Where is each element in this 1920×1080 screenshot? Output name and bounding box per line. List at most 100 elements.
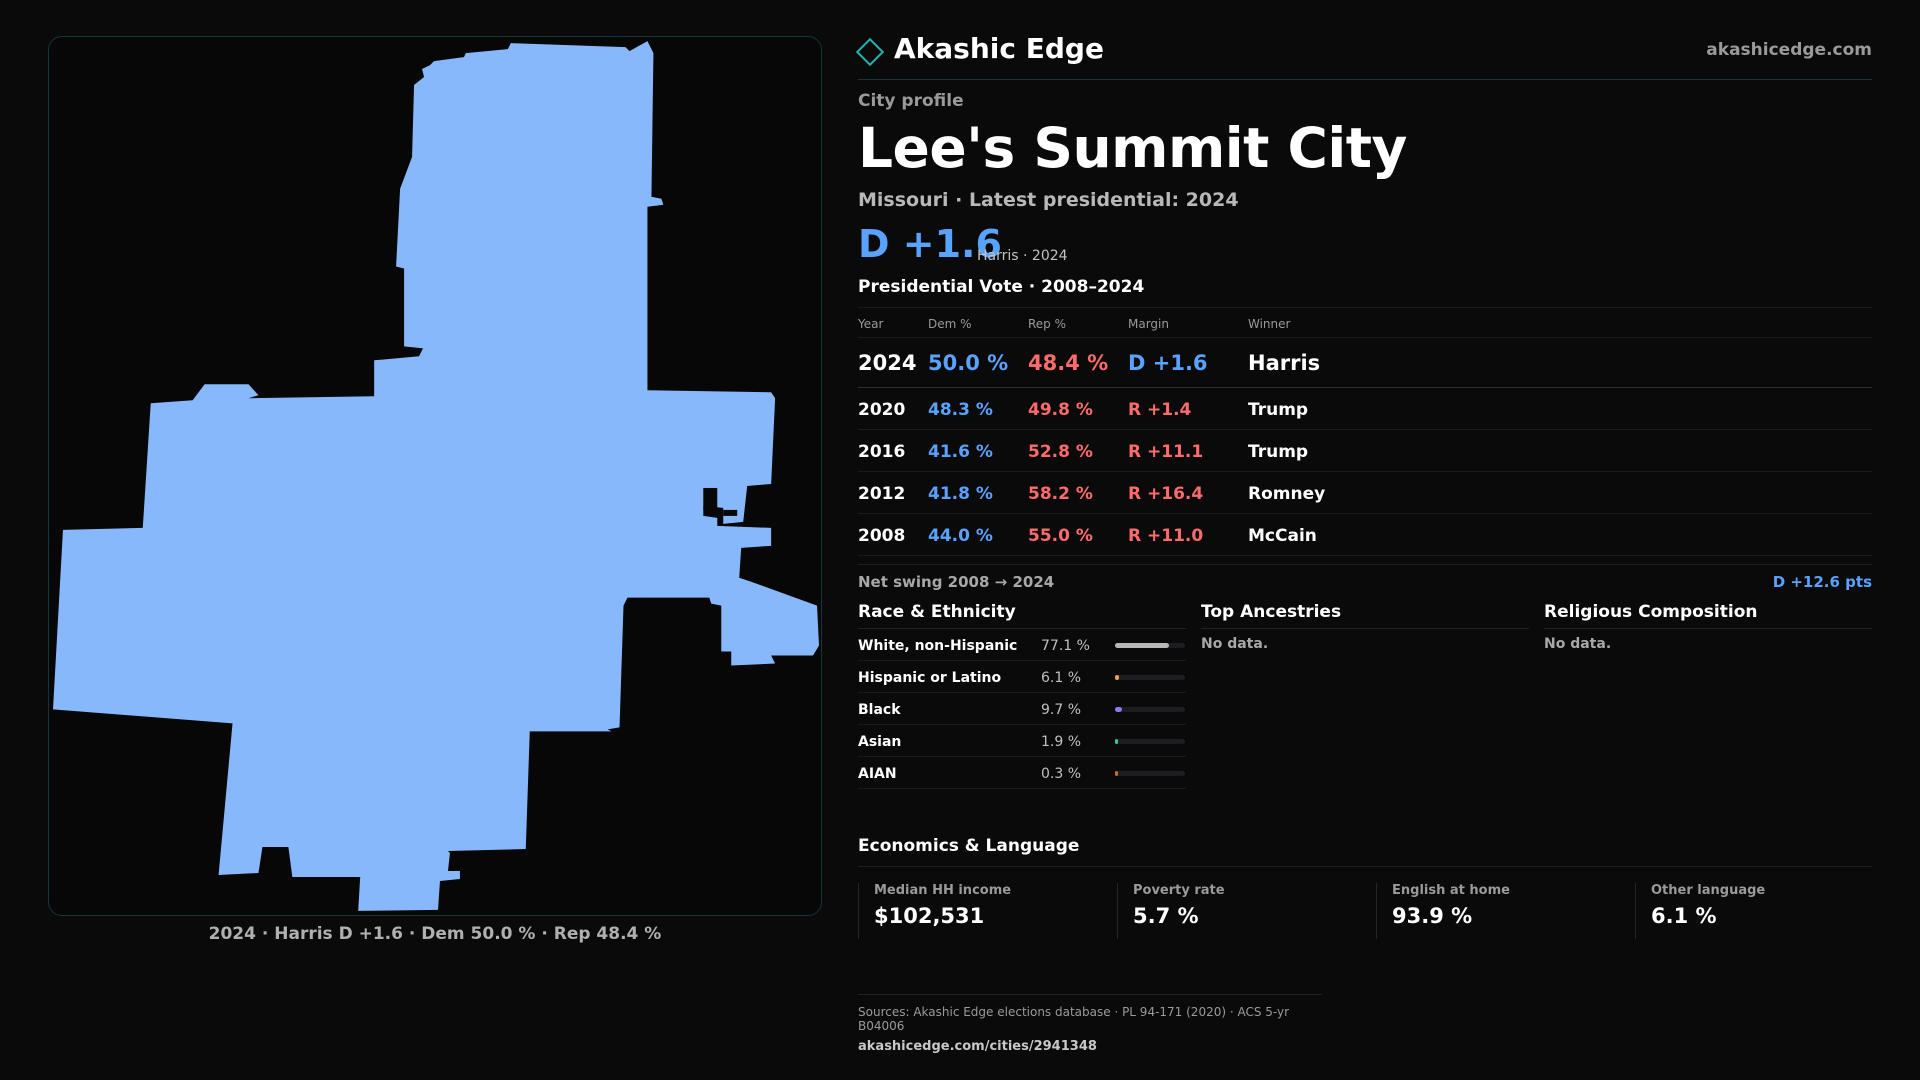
map-enclave [703, 487, 718, 510]
stat-label: Poverty rate [1133, 883, 1225, 898]
brand-header: Akashic Edge akashicedge.com [855, 30, 1872, 80]
cell-winner: Trump [1248, 442, 1309, 462]
map-enclave [723, 509, 738, 516]
cell-dem: 50.0 % [928, 351, 1009, 375]
stat-label: Other language [1651, 883, 1766, 898]
page-kicker: City profile [858, 91, 964, 111]
race-percent: 1.9 % [1041, 734, 1082, 750]
table-row: 2008 44.0 % 55.0 % R +11.0 McCain [858, 514, 1872, 556]
map-caption: 2024 · Harris D +1.6 · Dem 50.0 % · Rep … [208, 924, 662, 944]
page-title: Lee's Summit City [858, 116, 1407, 180]
stat-value: 6.1 % [1651, 904, 1717, 928]
table-row: 2024 50.0 % 48.4 % D +1.6 Harris [858, 338, 1872, 388]
race-bar-fill [1115, 643, 1169, 648]
net-swing-label: Net swing 2008 → 2024 [858, 573, 1055, 591]
cell-year: 2012 [858, 484, 906, 504]
brand-url[interactable]: akashicedge.com [1706, 40, 1872, 60]
stat-median-income: Median HH income $102,531 [858, 883, 1098, 939]
race-label: Hispanic or Latino [858, 670, 1002, 686]
race-bar-fill [1115, 675, 1120, 680]
latest-margin-note: Harris · 2024 [977, 248, 1068, 264]
column-header-winner: Winner [1248, 317, 1291, 331]
cell-rep: 52.8 % [1028, 442, 1093, 462]
column-header-year: Year [858, 317, 884, 331]
religion-section: Religious Composition No data. [1544, 602, 1872, 652]
stat-label: English at home [1392, 883, 1510, 898]
stat-value: $102,531 [874, 904, 985, 928]
race-ethnicity-title: Race & Ethnicity [858, 602, 1186, 629]
race-row: Hispanic or Latino 6.1 % [858, 661, 1186, 693]
sources-text: Sources: Akashic Edge elections database… [858, 1005, 1290, 1033]
race-ethnicity-section: Race & Ethnicity White, non-Hispanic 77.1… [858, 602, 1186, 789]
race-row: AIAN 0.3 % [858, 757, 1186, 789]
page-subtitle: Missouri · Latest presidential: 2024 [858, 189, 1239, 211]
race-label: White, non-Hispanic [858, 638, 1018, 654]
race-label: Black [858, 702, 901, 718]
cell-dem: 41.8 % [928, 484, 993, 504]
cell-winner: Romney [1248, 484, 1326, 504]
cell-winner: Harris [1248, 351, 1321, 375]
cell-rep: 48.4 % [1028, 351, 1109, 375]
table-header: Year Dem % Rep % Margin Winner [858, 307, 1872, 338]
race-label: AIAN [858, 766, 897, 782]
race-bar-track [1115, 675, 1185, 680]
net-swing-value: D +12.6 pts [1772, 573, 1872, 591]
race-bar-fill [1115, 707, 1122, 712]
race-bar-fill [1115, 771, 1118, 776]
stat-value: 5.7 % [1133, 904, 1199, 928]
cell-dem: 48.3 % [928, 400, 993, 420]
cell-rep: 58.2 % [1028, 484, 1093, 504]
cell-dem: 44.0 % [928, 526, 993, 546]
economics-stats: Median HH income $102,531 Poverty rate 5… [858, 866, 1872, 942]
stat-value: 93.9 % [1392, 904, 1473, 928]
race-bar-track [1115, 643, 1185, 648]
stat-other-language: Other language 6.1 % [1635, 883, 1875, 939]
cell-rep: 55.0 % [1028, 526, 1093, 546]
religion-empty: No data. [1544, 636, 1612, 652]
city-boundary-map [52, 41, 820, 911]
race-row: Black 9.7 % [858, 693, 1186, 725]
cell-year: 2020 [858, 400, 906, 420]
race-percent: 9.7 % [1041, 702, 1082, 718]
race-label: Asian [858, 734, 902, 750]
ancestries-section: Top Ancestries No data. [1201, 602, 1529, 652]
stat-poverty-rate: Poverty rate 5.7 % [1117, 883, 1357, 939]
table-row: 2012 41.8 % 58.2 % R +16.4 Romney [858, 472, 1872, 514]
cell-year: 2016 [858, 442, 906, 462]
city-boundary-shape [52, 41, 820, 911]
cell-winner: Trump [1248, 400, 1309, 420]
vote-table-title: Presidential Vote · 2008–2024 [858, 277, 1145, 297]
brand-name: Akashic Edge [894, 32, 1104, 65]
race-percent: 77.1 % [1041, 638, 1090, 654]
cell-dem: 41.6 % [928, 442, 993, 462]
ancestries-title: Top Ancestries [1201, 602, 1529, 629]
cell-margin: R +1.4 [1128, 400, 1192, 420]
stat-label: Median HH income [874, 883, 1012, 898]
cell-margin: R +11.0 [1128, 526, 1204, 546]
net-swing-row: Net swing 2008 → 2024 D +12.6 pts [858, 564, 1872, 594]
stat-english-at-home: English at home 93.9 % [1376, 883, 1616, 939]
cell-margin: D +1.6 [1128, 351, 1208, 375]
column-header-dem: Dem % [928, 317, 972, 331]
source-link[interactable]: akashicedge.com/cities/2941348 [858, 1039, 1097, 1054]
diamond-outline-icon [855, 37, 885, 67]
race-bar-track [1115, 707, 1185, 712]
race-row: White, non-Hispanic 77.1 % [858, 629, 1186, 661]
race-bar-fill [1115, 739, 1118, 744]
religion-title: Religious Composition [1544, 602, 1872, 629]
latest-margin: D +1.6 [858, 222, 1002, 266]
race-percent: 0.3 % [1041, 766, 1082, 782]
table-row: 2020 48.3 % 49.8 % R +1.4 Trump [858, 388, 1872, 430]
sources-footer: Sources: Akashic Edge elections database… [858, 994, 1322, 1054]
cell-year: 2024 [858, 351, 917, 375]
race-bar-track [1115, 739, 1185, 744]
presidential-vote-table: Year Dem % Rep % Margin Winner 2024 50.0… [858, 307, 1872, 556]
race-percent: 6.1 % [1041, 670, 1082, 686]
cell-winner: McCain [1248, 526, 1317, 546]
column-header-rep: Rep % [1028, 317, 1067, 331]
race-row: Asian 1.9 % [858, 725, 1186, 757]
economics-title: Economics & Language [858, 836, 1080, 856]
race-bar-track [1115, 771, 1185, 776]
cell-margin: R +16.4 [1128, 484, 1204, 504]
cell-year: 2008 [858, 526, 906, 546]
